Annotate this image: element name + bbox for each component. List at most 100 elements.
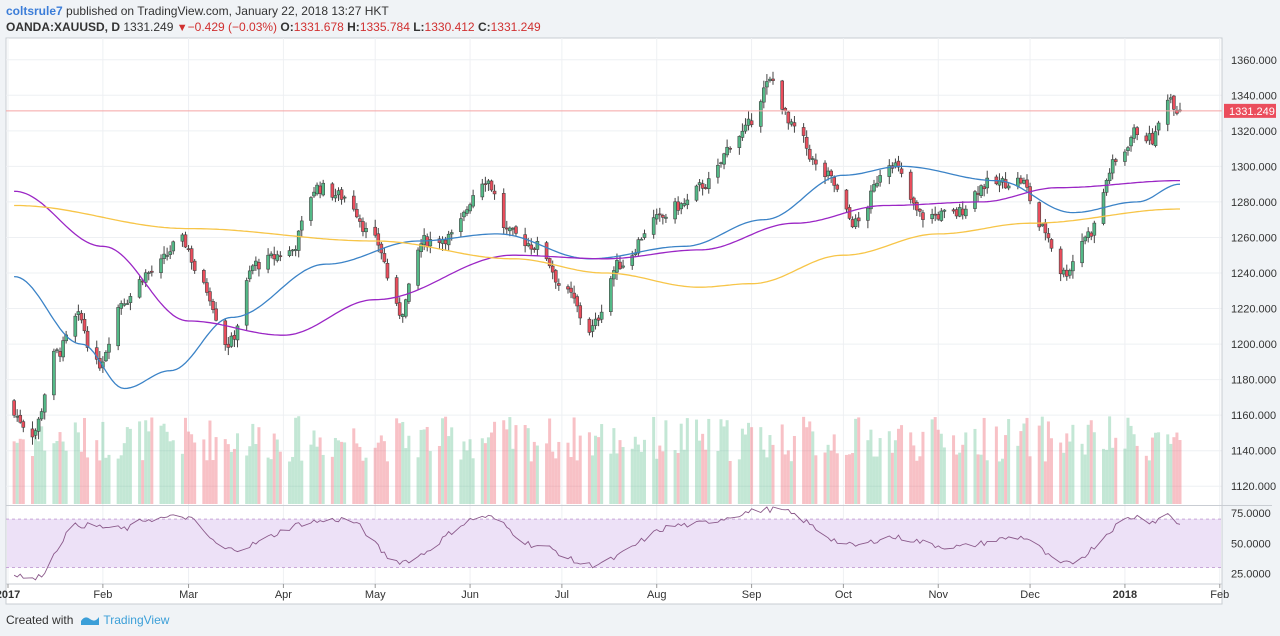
- volume-bar: [707, 418, 711, 504]
- volume-bar: [939, 433, 943, 504]
- candle-up: [973, 191, 977, 209]
- volume-bar: [1065, 433, 1069, 504]
- candle-up: [293, 249, 298, 251]
- volume-bar: [802, 416, 806, 504]
- candle-up: [1107, 172, 1112, 181]
- volume-bar: [701, 433, 705, 504]
- volume-bar: [621, 447, 625, 504]
- candle-down: [85, 330, 90, 348]
- candle-down: [566, 286, 570, 290]
- volume-bar: [340, 441, 344, 504]
- volume-bar: [1062, 452, 1066, 504]
- volume-bar: [422, 429, 426, 504]
- volume-bar: [73, 422, 77, 504]
- candle-down: [82, 318, 87, 332]
- volume-bar: [630, 448, 634, 504]
- volume-bar: [428, 451, 432, 504]
- candle-up: [599, 311, 604, 320]
- candle-down: [529, 244, 534, 250]
- volume-bar: [1175, 432, 1179, 504]
- author-name[interactable]: coltsrule7: [6, 4, 63, 18]
- candle-down: [1037, 202, 1042, 228]
- candle-down: [703, 187, 708, 189]
- candle-up: [590, 325, 595, 332]
- volume-bar: [278, 451, 282, 504]
- volume-bar: [958, 452, 962, 504]
- candle-up: [55, 349, 59, 352]
- symbol-label[interactable]: OANDA:XAUUSD, D: [6, 20, 120, 34]
- candle-down: [189, 248, 194, 263]
- price-tick-label: 1320.000: [1231, 126, 1277, 138]
- candle-up: [296, 230, 301, 251]
- candle-up: [336, 190, 341, 196]
- volume-bar: [811, 431, 815, 504]
- candle-up: [33, 430, 38, 436]
- price-tick-label: 1140.000: [1231, 446, 1276, 458]
- volume-bar: [869, 429, 873, 504]
- volume-bar: [896, 428, 900, 504]
- volume-bar: [34, 436, 38, 504]
- volume-bar: [493, 421, 497, 504]
- candle-up: [685, 199, 690, 206]
- candle-up: [939, 210, 944, 221]
- candle-up: [1153, 131, 1158, 146]
- volume-bar: [330, 456, 334, 504]
- volume-bar: [385, 461, 389, 504]
- volume-bar: [1037, 425, 1041, 504]
- price-tick-label: 1360.000: [1231, 55, 1277, 67]
- candle-up: [664, 216, 668, 219]
- candle-up: [1132, 127, 1136, 139]
- volume-bar: [587, 432, 591, 504]
- volume-bar: [642, 439, 646, 504]
- candle-down: [226, 343, 231, 348]
- volume-bar: [1123, 448, 1127, 504]
- volume-bar: [232, 448, 236, 504]
- volume-bar: [205, 460, 209, 504]
- candle-down: [523, 234, 527, 247]
- tradingview-brand[interactable]: TradingView: [103, 613, 170, 627]
- time-tick-label: 2017: [0, 589, 20, 601]
- volume-bar: [437, 445, 441, 504]
- volume-bar: [321, 454, 325, 504]
- candle-down: [211, 301, 215, 310]
- candle-down: [657, 213, 662, 216]
- candle-up: [740, 130, 745, 138]
- volume-bar: [979, 454, 983, 504]
- volume-bar: [866, 440, 870, 504]
- candle-up: [1061, 269, 1066, 275]
- volume-bar: [150, 417, 154, 504]
- candle-up: [1126, 147, 1130, 151]
- time-tick-label: Apr: [275, 589, 292, 601]
- price-chart[interactable]: 1360.000 1340.000 1320.000 1300.000 1280.000…: [0, 0, 1280, 610]
- volume-bar: [719, 419, 723, 504]
- candle-up: [1068, 270, 1072, 276]
- candle-down: [544, 242, 549, 260]
- candle-up: [287, 250, 292, 256]
- candle-up: [446, 233, 451, 246]
- volume-bar: [890, 452, 894, 504]
- candle-up: [1086, 231, 1090, 238]
- candle-up: [471, 195, 475, 207]
- volume-bar: [575, 460, 579, 504]
- volume-bar: [851, 453, 855, 504]
- candle-up: [39, 411, 44, 420]
- change-value: −0.429 (−0.03%): [187, 20, 278, 34]
- candle-up: [694, 185, 699, 201]
- volume-bar: [590, 455, 594, 504]
- volume-bar: [789, 461, 793, 504]
- candle-down: [183, 234, 188, 248]
- volume-bar: [236, 433, 240, 504]
- volume-bar: [395, 418, 399, 504]
- time-tick-label: Jun: [461, 589, 479, 601]
- candle-down: [1175, 110, 1179, 114]
- volume-bar: [695, 419, 699, 504]
- candle-down: [208, 291, 212, 302]
- candle-up: [1040, 223, 1045, 227]
- volume-bar: [548, 418, 552, 504]
- volume-bar: [1068, 441, 1072, 504]
- candle-up: [654, 214, 659, 220]
- volume-bar: [740, 428, 744, 504]
- candle-up: [312, 191, 316, 197]
- volume-bar: [468, 439, 472, 504]
- time-tick-label: 2018: [1113, 589, 1137, 601]
